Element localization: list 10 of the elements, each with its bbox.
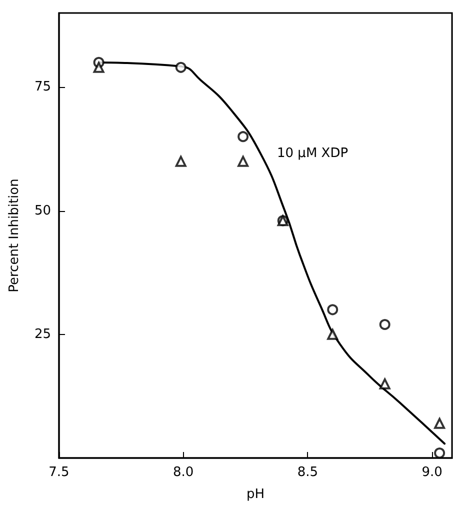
annotation: 10 μM XDP	[277, 146, 348, 161]
y-tick-label: 25	[34, 326, 51, 342]
y-axis-title: Percent Inhibition	[7, 178, 22, 292]
x-tick-label: 8.0	[173, 465, 194, 480]
x-tick-label: 8.5	[297, 465, 318, 480]
y-tick-label: 75	[34, 80, 51, 95]
y-tick-label: 50	[34, 203, 51, 218]
x-axis-title: pH	[246, 487, 265, 502]
x-tick-label: 9.0	[422, 465, 442, 480]
x-tick-label: 7.5	[48, 465, 70, 480]
